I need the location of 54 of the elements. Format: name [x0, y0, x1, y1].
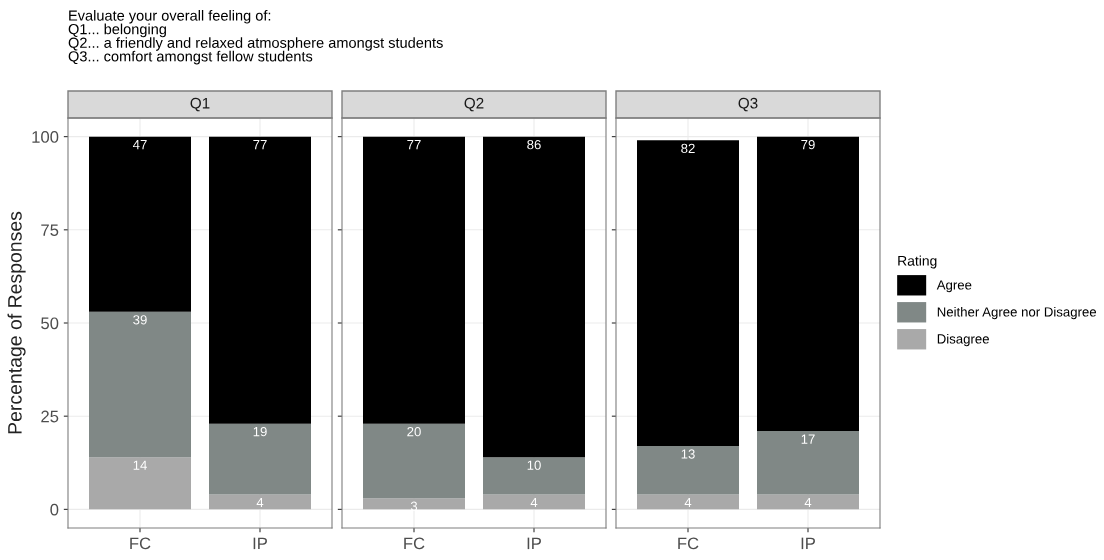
- bar: [209, 494, 311, 510]
- data-label: 4: [804, 497, 812, 507]
- bar: [209, 423, 311, 495]
- x-tick-label: FC: [678, 537, 699, 550]
- x-tick-label: IP: [253, 537, 267, 550]
- data-label: 20: [407, 426, 421, 437]
- bar: [637, 446, 739, 495]
- x-tick-label: IP: [801, 537, 815, 550]
- bar: [363, 498, 465, 510]
- bar: [89, 136, 191, 312]
- bar: [757, 494, 859, 510]
- data-label: 82: [681, 143, 695, 154]
- bar: [637, 494, 739, 510]
- data-label: 39: [133, 315, 147, 325]
- data-label: 17: [801, 434, 815, 444]
- data-label: 19: [253, 426, 267, 437]
- bar: [89, 311, 191, 458]
- chart-title: Q3: [738, 97, 758, 112]
- bar: [209, 136, 311, 424]
- bar: [757, 136, 859, 432]
- legend-title: Rating: [898, 255, 937, 269]
- bar: [637, 140, 739, 446]
- data-label: 14: [133, 460, 147, 470]
- data-label: 79: [801, 139, 815, 150]
- x-tick-label: FC: [404, 537, 425, 550]
- data-label: 13: [681, 449, 695, 459]
- bar: [483, 457, 585, 495]
- bar: [363, 423, 465, 499]
- data-label: 86: [527, 139, 541, 150]
- y-tick-label: 25: [41, 410, 59, 423]
- data-label: 77: [407, 140, 421, 150]
- y-tick-label: 50: [41, 317, 59, 330]
- y-tick-label: 75: [41, 224, 59, 237]
- text: Evaluate your overall feeling of: Q1... belonging Q2... a friendly and relaxed atmosphere amongst students Q3... comfort amongst fellow students: [68, 10, 443, 65]
- bar: [363, 136, 465, 424]
- bar: [757, 431, 859, 495]
- bar: [483, 494, 585, 510]
- data-label: 4: [256, 497, 264, 507]
- data-label: 10: [527, 460, 541, 470]
- data-label: 4: [530, 497, 538, 507]
- bar: [89, 457, 191, 510]
- x-tick-label: FC: [130, 537, 151, 550]
- y-tick-label: 0: [50, 503, 59, 516]
- data-label: 47: [132, 140, 147, 150]
- chart-title: Q1: [190, 97, 210, 112]
- legend-label: Agree: [936, 280, 972, 293]
- x-tick-label: IP: [527, 537, 541, 550]
- data-label: 4: [684, 497, 692, 507]
- legend-label: Neither Agree nor Disagree: [937, 306, 1097, 320]
- y-tick-label: 100: [32, 131, 59, 143]
- legend-label: Disagree: [937, 333, 989, 347]
- data-label: 77: [253, 140, 267, 150]
- y-axis-title: Percentage of Responses: [7, 211, 26, 434]
- chart-title: Q2: [464, 97, 484, 112]
